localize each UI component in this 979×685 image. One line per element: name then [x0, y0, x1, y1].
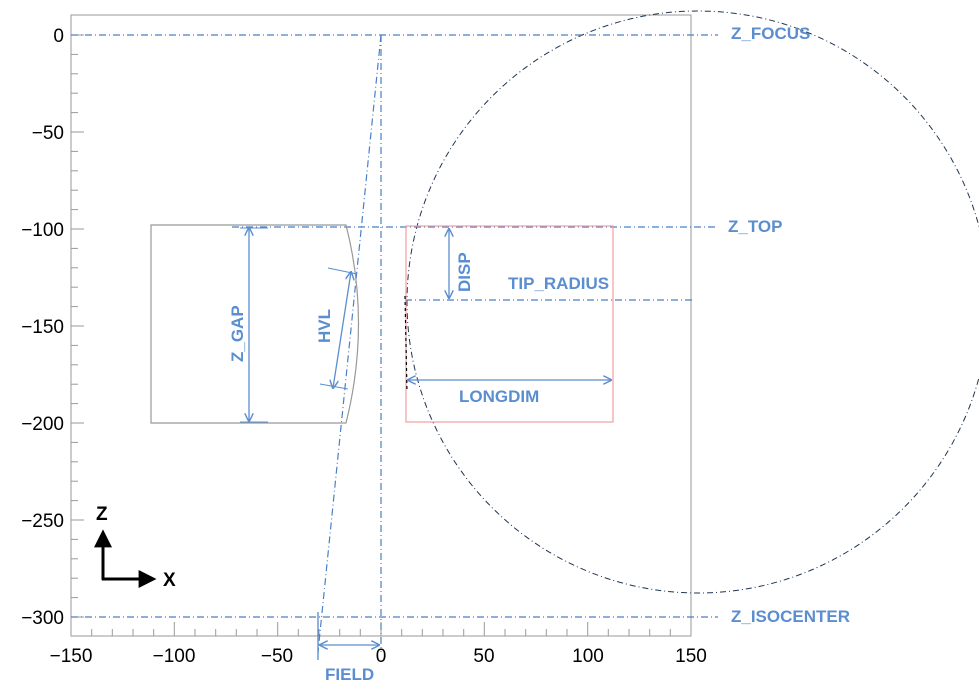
z-axis-ticks: [71, 34, 84, 618]
hvl-top-tick: [327, 267, 358, 275]
x-axis-ticks: [70, 622, 692, 636]
x-tick-label: −100: [153, 646, 196, 667]
z-tick-label: −150: [21, 317, 64, 338]
field-label: FIELD: [325, 665, 374, 684]
coordinate-axes-indicator: Z X: [94, 504, 176, 591]
leaf-outline: [150, 224, 360, 424]
tip-radius-label: TIP_RADIUS: [508, 274, 609, 293]
x-tick-label: 100: [572, 646, 604, 667]
tip-tangent-marker: [404, 295, 408, 393]
z-axis-letter: Z: [96, 504, 108, 525]
z-tick-label: −100: [21, 220, 64, 241]
z-focus-label: Z_FOCUS: [731, 24, 810, 43]
x-tick-label: 50: [473, 646, 494, 667]
tip-radius-circle: [406, 10, 979, 594]
z-tick-label: −250: [21, 511, 64, 532]
longdim-label: LONGDIM: [459, 387, 539, 406]
z-top-label: Z_TOP: [728, 217, 782, 236]
z-tick-label: 0: [53, 26, 64, 47]
x-tick-label: −150: [50, 646, 93, 667]
hvl-bottom-tick: [319, 383, 349, 390]
hvl-arrow: [333, 272, 351, 388]
x-tick-label: −50: [261, 646, 293, 667]
tip-box: [405, 225, 614, 423]
disp-label: DISP: [455, 252, 474, 292]
x-tick-label: 0: [376, 646, 387, 667]
hvl-label: HVL: [315, 309, 334, 343]
z-tick-label: −50: [32, 123, 64, 144]
x-tick-label: 150: [675, 646, 707, 667]
z-isocenter-label: Z_ISOCENTER: [731, 607, 850, 626]
z-gap-label: Z_GAP: [228, 305, 247, 362]
z-tick-label: −300: [21, 608, 64, 629]
z-tick-label: −200: [21, 414, 64, 435]
x-axis-letter: X: [163, 570, 176, 591]
